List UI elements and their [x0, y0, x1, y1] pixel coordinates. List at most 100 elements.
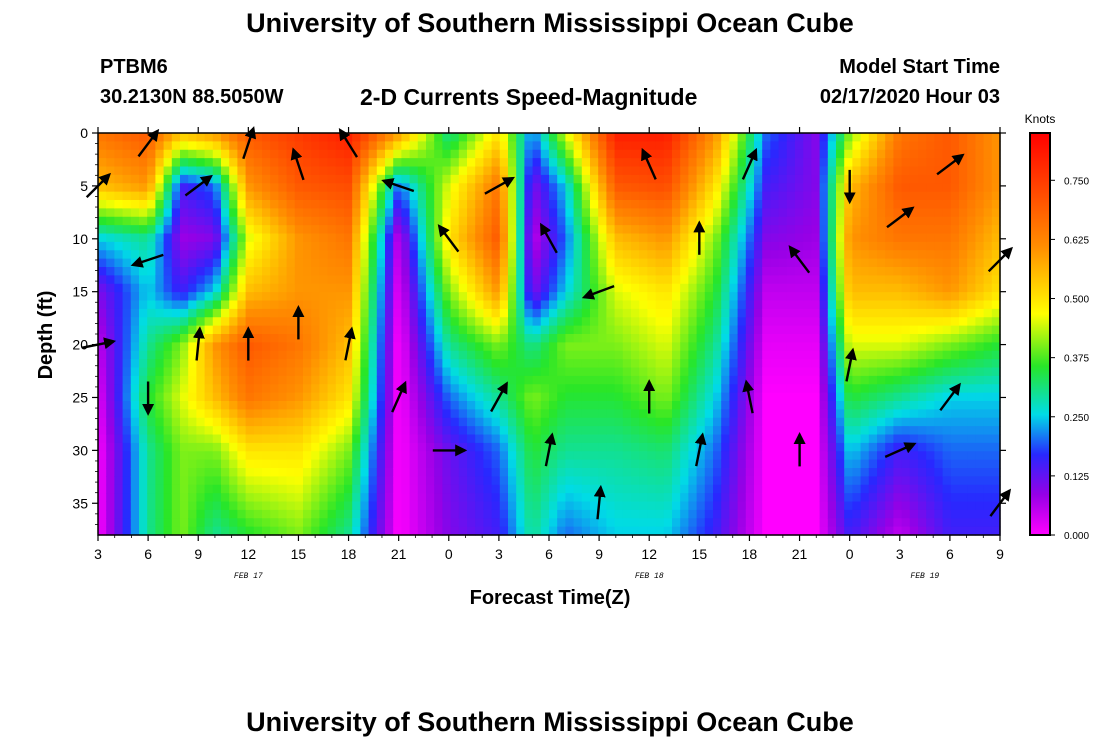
heatmap-cell — [729, 166, 739, 176]
heatmap-cell — [696, 459, 706, 469]
heatmap-cell — [483, 417, 493, 427]
heatmap-cell — [786, 493, 796, 503]
heatmap-cell — [811, 225, 821, 235]
heatmap-cell — [204, 258, 214, 268]
heatmap-cell — [557, 166, 566, 176]
heatmap-cell — [852, 208, 862, 218]
heatmap-cell — [188, 509, 197, 519]
heatmap-cell — [303, 451, 312, 461]
heatmap-cell — [729, 317, 739, 327]
heatmap-cell — [147, 468, 156, 477]
heatmap-cell — [721, 300, 730, 310]
heatmap-cell — [475, 384, 484, 394]
heatmap-cell — [155, 275, 165, 285]
heatmap-cell — [262, 509, 271, 519]
heatmap-cell — [508, 149, 517, 159]
heatmap-cell — [106, 292, 115, 302]
heatmap-cell — [335, 300, 345, 310]
heatmap-cell — [106, 526, 115, 536]
heatmap-cell — [221, 275, 230, 285]
heatmap-cell — [622, 518, 632, 528]
heatmap-cell — [278, 141, 288, 151]
heatmap-cell — [598, 375, 607, 385]
heatmap-cell — [926, 258, 935, 268]
heatmap-cell — [450, 267, 460, 276]
heatmap-cell — [467, 350, 476, 360]
heatmap-cell — [680, 409, 689, 419]
heatmap-cell — [171, 158, 181, 168]
heatmap-cell — [426, 317, 435, 327]
heatmap-cell — [221, 484, 230, 494]
heatmap-cell — [499, 484, 509, 494]
heatmap-cell — [516, 501, 525, 511]
heatmap-cell — [573, 442, 583, 452]
heatmap-cell — [721, 241, 730, 251]
heatmap-cell — [516, 275, 525, 285]
heatmap-cell — [737, 426, 747, 436]
heatmap-cell — [475, 526, 484, 536]
heatmap-cell — [540, 133, 550, 142]
heatmap-cell — [508, 526, 517, 536]
heatmap-cell — [139, 350, 148, 360]
heatmap-cell — [622, 350, 632, 360]
heatmap-cell — [278, 359, 288, 369]
heatmap-cell — [475, 325, 484, 335]
heatmap-cell — [393, 200, 402, 209]
heatmap-cell — [565, 325, 575, 335]
heatmap-cell — [278, 409, 288, 419]
heatmap-cell — [557, 250, 566, 260]
heatmap-cell — [319, 451, 329, 461]
heatmap-cell — [663, 493, 673, 503]
heatmap-cell — [139, 409, 148, 419]
heatmap-cell — [467, 149, 476, 159]
heatmap-cell — [98, 334, 107, 343]
heatmap-cell — [180, 342, 189, 352]
heatmap-cell — [573, 258, 583, 268]
heatmap-cell — [409, 149, 419, 159]
heatmap-cell — [622, 216, 632, 226]
heatmap-cell — [467, 417, 476, 427]
heatmap-cell — [106, 241, 115, 251]
heatmap-cell — [926, 325, 935, 335]
heatmap-cell — [885, 216, 894, 226]
heatmap-cell — [942, 158, 952, 168]
heatmap-cell — [253, 426, 263, 436]
heatmap-cell — [606, 183, 616, 193]
heatmap-cell — [557, 468, 566, 477]
heatmap-cell — [852, 158, 862, 168]
heatmap-cell — [745, 518, 755, 528]
heatmap-cell — [237, 149, 247, 159]
heatmap-cell — [795, 166, 804, 176]
heatmap-cell — [770, 401, 780, 410]
heatmap-cell — [458, 141, 468, 151]
heatmap-cell — [934, 342, 944, 352]
heatmap-cell — [811, 342, 821, 352]
heatmap-cell — [483, 384, 493, 394]
heatmap-cell — [754, 241, 763, 251]
heatmap-cell — [909, 166, 919, 176]
heatmap-cell — [524, 258, 534, 268]
heatmap-cell — [524, 518, 534, 528]
heatmap-cell — [122, 325, 132, 335]
heatmap-cell — [934, 375, 944, 385]
heatmap-cell — [114, 375, 124, 385]
heatmap-cell — [647, 434, 657, 444]
heatmap-cell — [549, 384, 558, 394]
heatmap-cell — [212, 241, 222, 251]
heatmap-cell — [663, 241, 673, 251]
heatmap-cell — [655, 359, 665, 369]
heatmap-cell — [713, 384, 722, 394]
heatmap-cell — [417, 375, 427, 385]
heatmap-cell — [680, 359, 689, 369]
heatmap-cell — [827, 208, 837, 218]
heatmap-cell — [836, 174, 845, 184]
heatmap-cell — [319, 166, 329, 176]
heatmap-cell — [926, 191, 935, 201]
heatmap-cell — [253, 149, 263, 159]
heatmap-cell — [532, 158, 542, 168]
heatmap-cell — [885, 166, 894, 176]
heatmap-cell — [335, 334, 345, 343]
heatmap-cell — [909, 392, 919, 402]
heatmap-cell — [877, 350, 886, 360]
heatmap-cell — [770, 250, 780, 260]
